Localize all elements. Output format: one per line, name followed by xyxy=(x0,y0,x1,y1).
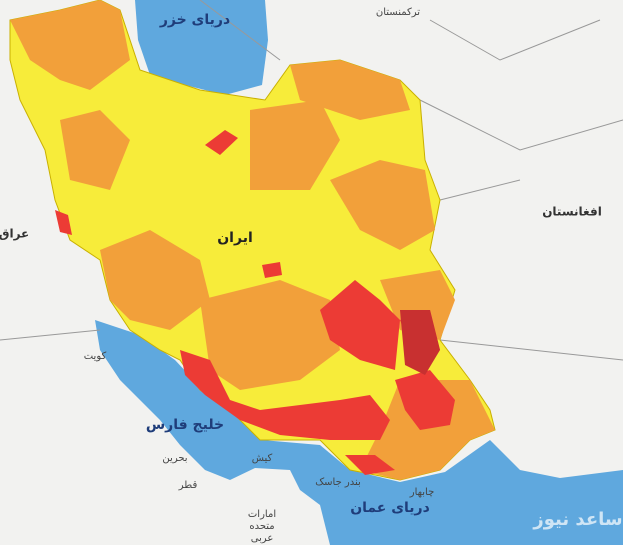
place-label: عراق xyxy=(0,227,29,241)
watermark: ساعد نیوز xyxy=(532,509,622,530)
place-label: بحرین xyxy=(162,453,187,464)
place-label: افغانستان xyxy=(542,205,602,219)
persian-gulf xyxy=(95,320,623,545)
caspian-sea xyxy=(135,0,268,95)
qatar xyxy=(160,452,178,470)
place-label: دریای عمان xyxy=(350,500,430,516)
orange-regions xyxy=(10,0,495,480)
place-label: عربی xyxy=(251,533,274,544)
place-label: دریای خزر xyxy=(159,12,230,28)
place-label: خلیج فارس xyxy=(146,417,224,433)
dark-red-region xyxy=(400,310,440,375)
place-label: امارات xyxy=(248,509,276,520)
place-label: کیش xyxy=(252,453,273,464)
place-label: چابهار xyxy=(409,487,435,498)
place-label: قطر xyxy=(178,480,198,491)
place-label: بندر جاسک xyxy=(315,477,361,488)
place-label: ترکمنستان xyxy=(376,7,420,18)
place-label: کویت xyxy=(84,351,107,362)
place-label: متحده xyxy=(249,521,274,532)
borders xyxy=(0,0,623,361)
red-regions xyxy=(55,130,455,475)
place-label: ایران xyxy=(217,230,253,246)
